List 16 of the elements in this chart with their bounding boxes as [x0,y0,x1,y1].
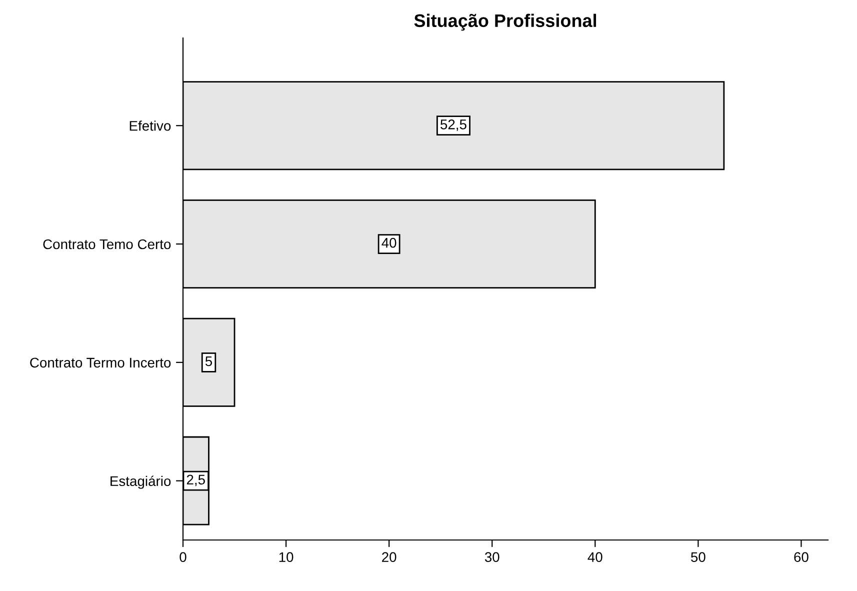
x-tick-label: 40 [588,552,602,562]
data-label: 40 [382,238,396,248]
y-tick-label: Estagiário [110,476,171,489]
x-tick-label: 60 [794,552,808,562]
y-tick-label: Contrato Termo Incerto [30,358,171,368]
y-tick-label: Efetivo [130,120,171,131]
data-label: 5 [205,356,212,366]
chart-title: Situação Profissional [414,14,596,31]
x-tick-label: 10 [279,552,294,562]
data-label: 2,5 [186,474,205,486]
x-tick-label: 20 [382,552,396,562]
data-label: 52,5 [440,120,466,131]
y-tick-label: Contrato Temo Certo [43,239,171,250]
x-tick-label: 0 [180,552,186,562]
x-tick-label: 50 [691,552,706,562]
x-tick-label: 30 [484,552,500,562]
